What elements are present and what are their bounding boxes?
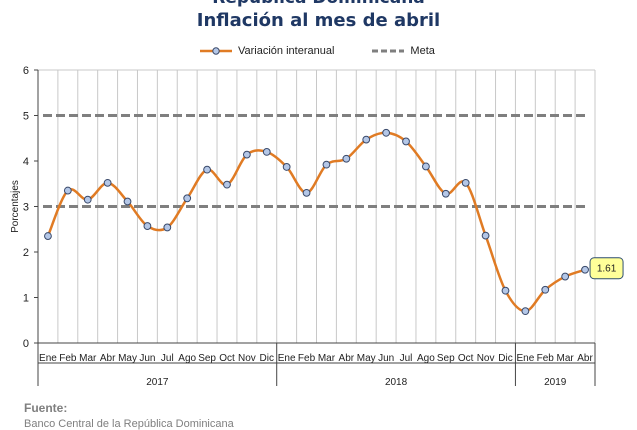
data-point — [223, 180, 231, 189]
data-point — [541, 285, 550, 294]
chart-title-country: República Dominicana — [0, 0, 637, 8]
x-tick-label: Dic — [260, 353, 274, 364]
data-point — [83, 195, 92, 204]
x-tick-label: Ago — [417, 353, 435, 364]
x-tick-label: Jul — [400, 353, 413, 364]
x-tick-label: Ene — [39, 353, 57, 364]
x-tick-label: Ago — [178, 353, 196, 364]
data-point — [242, 150, 251, 159]
source-text: Banco Central de la República Dominicana — [24, 418, 234, 430]
source-label: Fuente: — [24, 401, 68, 415]
data-point — [262, 148, 271, 156]
y-tick-label: 1 — [23, 293, 29, 305]
series-line-variacion-interanual — [46, 131, 586, 313]
x-tick-label: May — [357, 353, 376, 364]
x-tick-label: Mar — [318, 353, 336, 364]
data-point — [63, 186, 72, 195]
data-point — [362, 135, 371, 144]
y-tick-label: 5 — [23, 111, 29, 123]
x-tick-label: Ene — [516, 353, 534, 364]
x-tick-label: Oct — [219, 353, 235, 364]
x-tick-label: Dic — [498, 353, 512, 364]
data-point — [402, 137, 410, 146]
x-tick-label: Jun — [378, 353, 394, 364]
x-tick-label: Feb — [537, 353, 555, 364]
x-tick-label: Ene — [278, 353, 296, 364]
x-tick-label: Jul — [161, 353, 174, 364]
data-point — [382, 128, 391, 137]
x-tick-label: Sep — [198, 353, 216, 364]
x-tick-label: Feb — [298, 353, 316, 364]
data-point — [461, 178, 470, 187]
x-tick-label: Mar — [557, 353, 575, 364]
legend-item-target: Meta — [372, 45, 435, 57]
x-tick-label: Abr — [577, 353, 593, 364]
data-point — [302, 188, 311, 197]
y-axis-label: Porcentajes — [10, 180, 21, 233]
data-point — [581, 265, 589, 274]
legend-series-label: Variación interanual — [238, 45, 335, 57]
year-label: 2018 — [385, 377, 408, 388]
data-point — [342, 154, 351, 163]
data-point — [521, 307, 530, 316]
x-tick-label: Feb — [59, 353, 77, 364]
x-tick-label: Sep — [437, 353, 455, 364]
x-tick-label: Abr — [100, 353, 116, 364]
x-tick-label: Jun — [139, 353, 155, 364]
data-point — [103, 178, 112, 187]
data-point — [561, 272, 570, 281]
y-tick-label: 3 — [23, 202, 29, 214]
data-point — [441, 189, 450, 198]
data-point — [143, 222, 152, 230]
callout-box — [589, 257, 624, 280]
data-point — [163, 223, 172, 232]
data-point — [123, 197, 132, 206]
data-label-last: 1.61 — [597, 264, 617, 275]
data-point — [422, 162, 430, 171]
x-tick-label: Abr — [339, 353, 355, 364]
data-point — [203, 165, 211, 174]
x-tick-label: May — [118, 353, 137, 364]
legend: Variación interanual Meta — [200, 45, 473, 57]
legend-series-swatch — [200, 47, 232, 55]
y-tick-label: 4 — [23, 156, 29, 168]
data-point — [183, 194, 192, 203]
y-tick-label: 0 — [23, 338, 29, 350]
data-point — [282, 163, 291, 171]
data-point — [322, 160, 331, 169]
data-point — [481, 231, 490, 240]
x-tick-label: Nov — [238, 353, 256, 364]
data-point — [44, 232, 52, 240]
legend-item-series: Variación interanual — [200, 45, 334, 57]
legend-target-swatch — [372, 49, 405, 53]
x-tick-label: Nov — [477, 353, 495, 364]
year-label: 2017 — [146, 377, 169, 388]
legend-target-label: Meta — [410, 45, 435, 57]
y-tick-label: 6 — [23, 65, 29, 77]
year-label: 2019 — [544, 377, 567, 388]
chart-title: Inflación al mes de abril — [196, 10, 441, 31]
y-tick-label: 2 — [23, 247, 29, 259]
x-tick-label: Mar — [79, 353, 97, 364]
data-point — [501, 286, 510, 295]
x-tick-label: Oct — [458, 353, 474, 364]
